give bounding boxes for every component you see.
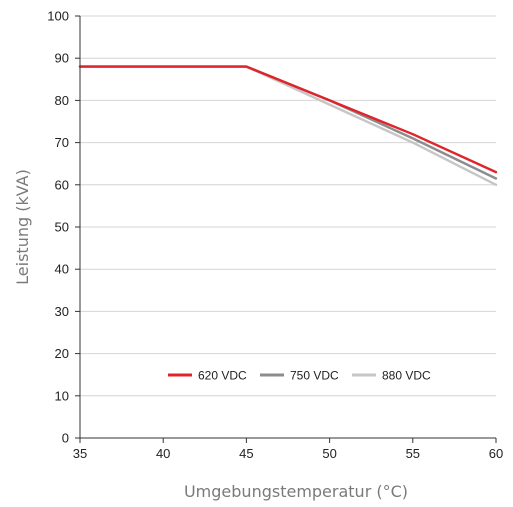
grid-lines	[80, 15, 496, 397]
legend-label: 880 VDC	[382, 369, 431, 383]
y-tick-label: 0	[62, 431, 69, 446]
x-tick-label: 55	[406, 446, 420, 461]
y-tick-label: 100	[47, 9, 69, 24]
x-tick-label: 35	[73, 446, 87, 461]
series-line-620-vdc	[78, 65, 498, 174]
x-tick-label: 45	[239, 446, 253, 461]
legend-label: 620 VDC	[198, 369, 247, 383]
x-tick-label: 50	[322, 446, 336, 461]
y-tick-label: 90	[55, 51, 69, 66]
y-axis-ticks: 0 10 20 30 40 50 60 70 80 90 100	[47, 9, 80, 446]
legend-label: 750 VDC	[290, 369, 339, 383]
series-lines	[78, 65, 498, 187]
x-axis-ticks: 35 40 45 50 55 60	[73, 438, 503, 461]
y-tick-label: 50	[55, 220, 69, 235]
y-axis-title: Leistung (kVA)	[13, 169, 32, 285]
y-tick-label: 30	[55, 304, 69, 319]
x-tick-label: 40	[156, 446, 170, 461]
x-tick-label: 60	[489, 446, 503, 461]
y-tick-label: 10	[55, 388, 69, 403]
y-tick-label: 60	[55, 177, 69, 192]
y-tick-label: 80	[55, 93, 69, 108]
y-tick-label: 70	[55, 135, 69, 150]
y-tick-label: 20	[55, 346, 69, 361]
x-axis-title: Umgebungstemperatur (°C)	[184, 482, 408, 501]
y-tick-label: 40	[55, 262, 69, 277]
legend: 620 VDC 750 VDC 880 VDC	[168, 369, 431, 383]
